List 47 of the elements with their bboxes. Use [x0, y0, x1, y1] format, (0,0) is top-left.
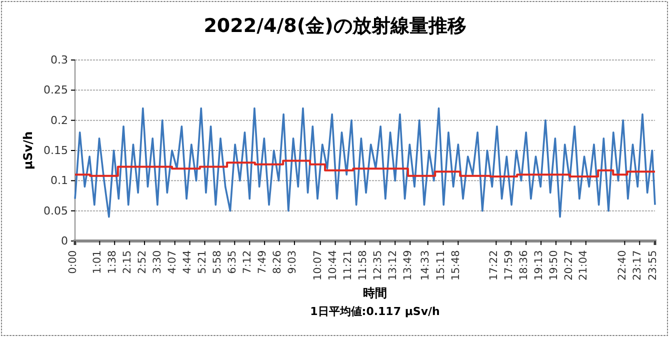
- x-tick-label: 14:33: [420, 250, 432, 281]
- x-tick-label: 13:12: [386, 250, 399, 281]
- x-tick-label: 2:15: [121, 250, 134, 274]
- x-axis-title: 時間: [363, 286, 387, 300]
- y-tick-label: 0.25: [44, 84, 68, 97]
- x-tick-label: 11:21: [342, 250, 354, 281]
- y-tick-label: 0.3: [50, 54, 68, 67]
- y-tick-label: 0.05: [44, 204, 68, 218]
- y-axis-title: μSv/h: [21, 131, 35, 170]
- x-tick-label: 12:35: [372, 250, 384, 281]
- x-tick-label: 17:22: [488, 250, 500, 281]
- x-tick-label: 17:59: [502, 250, 515, 281]
- x-tick-label: 8:26: [271, 250, 284, 274]
- x-tick-label: 23:17: [631, 250, 644, 281]
- x-tick-label: 4:07: [166, 250, 179, 274]
- text: 1日平均値:0.117 μSv/h: [310, 305, 440, 318]
- x-tick-label: 2:52: [136, 250, 148, 274]
- line-series: [74, 107, 656, 218]
- x-tick-label: 11:58: [357, 250, 370, 281]
- chart-title: 2022/4/8(金)の放射線量推移: [204, 15, 466, 37]
- x-tick-label: 22:40: [616, 250, 629, 281]
- x-tick-label: 7:12: [241, 250, 254, 274]
- x-tick-label: 23:55: [646, 250, 659, 281]
- y-tick-label: 0.1: [50, 174, 68, 188]
- x-tick-label: 10:44: [327, 250, 340, 281]
- x-tick-label: 13:49: [402, 250, 414, 281]
- x-tick-label: 15:48: [450, 250, 462, 281]
- x-tick-label: 1:01: [92, 250, 104, 274]
- x-tick-label: 18:36: [518, 250, 530, 281]
- x-tick-label: 0:00: [66, 250, 79, 274]
- x-tick-label: 6:35: [226, 250, 238, 274]
- x-tick-label: 21:04: [578, 250, 590, 281]
- x-tick-label: 4:44: [182, 250, 194, 274]
- x-tick-label: 10:07: [312, 250, 324, 281]
- x-tick-label: 3:30: [152, 250, 164, 274]
- x-tick-label: 19:50: [548, 250, 560, 281]
- x-tick-label: 7:49: [256, 250, 268, 274]
- x-tick-label: 20:27: [562, 250, 575, 281]
- x-tick-label: 9:03: [286, 250, 298, 274]
- x-tick-label: 19:13: [532, 250, 545, 281]
- x-tick-label: 15:11: [435, 250, 448, 281]
- y-tick-label: 0.2: [50, 114, 68, 127]
- y-tick-label: 0: [61, 234, 68, 248]
- x-tick-label: 5:21: [196, 250, 209, 274]
- x-tick-label: 5:58: [212, 250, 224, 274]
- x-tick-label: 1:38: [106, 250, 118, 274]
- y-tick-label: 0.15: [44, 144, 68, 158]
